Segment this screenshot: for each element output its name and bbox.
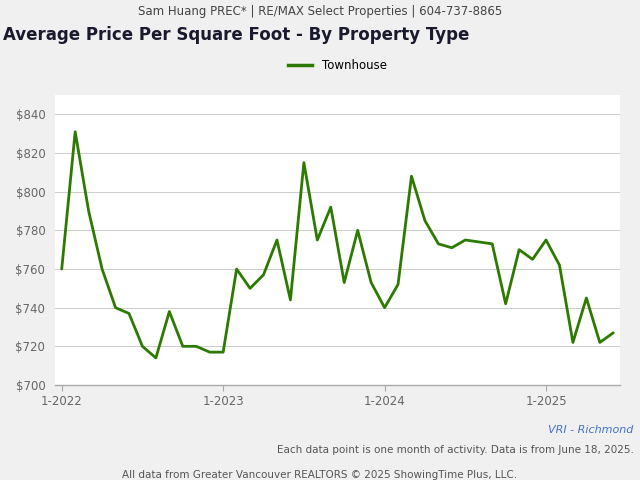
Legend: Townhouse: Townhouse bbox=[284, 55, 391, 77]
Text: Average Price Per Square Foot - By Property Type: Average Price Per Square Foot - By Prope… bbox=[3, 26, 470, 44]
Text: Sam Huang PREC* | RE/MAX Select Properties | 604-737-8865: Sam Huang PREC* | RE/MAX Select Properti… bbox=[138, 4, 502, 17]
Text: VRI - Richmond: VRI - Richmond bbox=[548, 425, 634, 435]
Text: Each data point is one month of activity. Data is from June 18, 2025.: Each data point is one month of activity… bbox=[276, 445, 634, 455]
Text: All data from Greater Vancouver REALTORS © 2025 ShowingTime Plus, LLC.: All data from Greater Vancouver REALTORS… bbox=[122, 470, 518, 480]
